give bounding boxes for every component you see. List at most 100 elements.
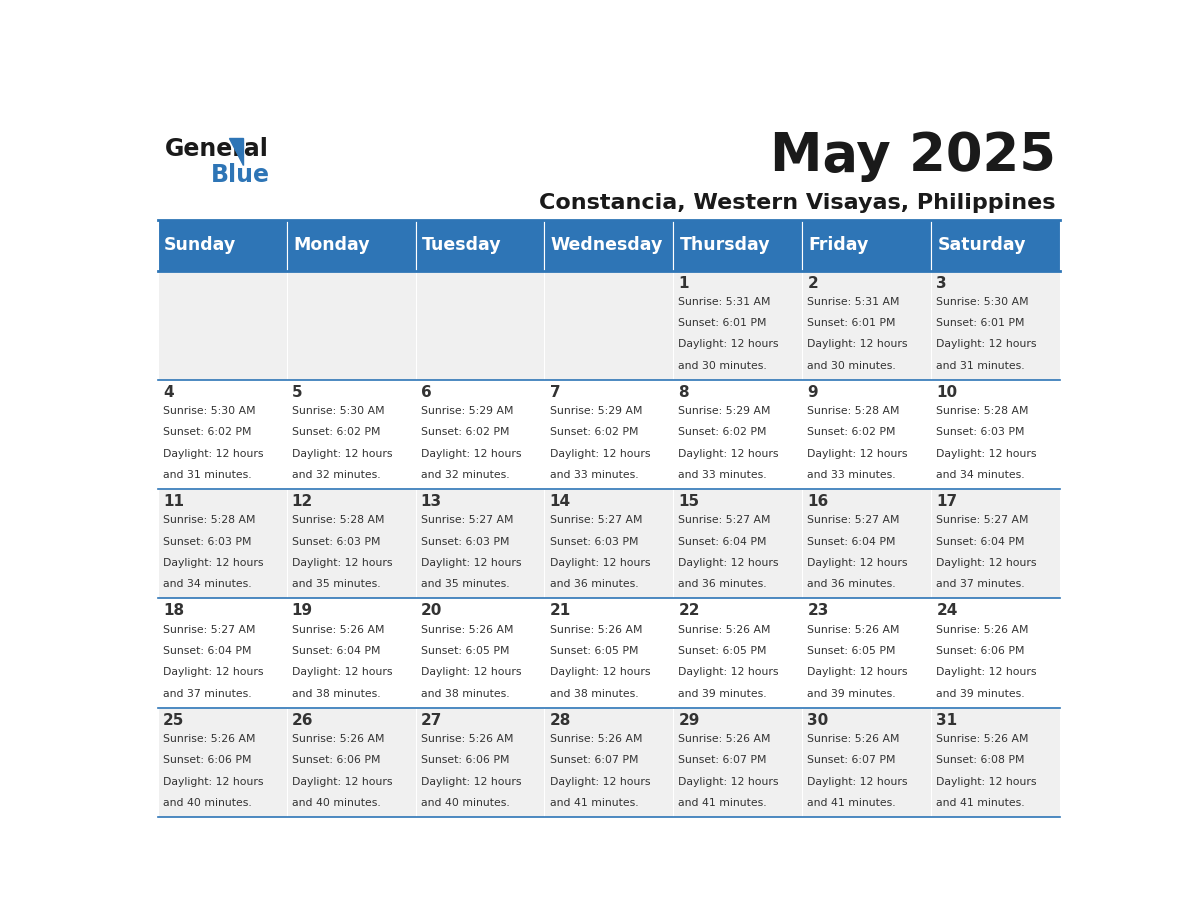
- Text: and 37 minutes.: and 37 minutes.: [163, 688, 252, 699]
- Text: May 2025: May 2025: [770, 130, 1055, 182]
- Text: Sunset: 6:06 PM: Sunset: 6:06 PM: [936, 646, 1025, 656]
- Text: Sunrise: 5:26 AM: Sunrise: 5:26 AM: [808, 733, 899, 744]
- Bar: [674, 271, 802, 380]
- Text: Daylight: 12 hours: Daylight: 12 hours: [936, 777, 1037, 787]
- Text: and 41 minutes.: and 41 minutes.: [550, 798, 638, 808]
- Text: Constancia, Western Visayas, Philippines: Constancia, Western Visayas, Philippines: [539, 194, 1055, 214]
- Bar: [158, 489, 286, 599]
- Text: Sunrise: 5:27 AM: Sunrise: 5:27 AM: [163, 624, 255, 634]
- Text: and 32 minutes.: and 32 minutes.: [292, 470, 380, 480]
- Text: Sunset: 6:08 PM: Sunset: 6:08 PM: [936, 756, 1025, 766]
- Text: Sunrise: 5:26 AM: Sunrise: 5:26 AM: [421, 624, 513, 634]
- Text: Monday: Monday: [293, 236, 369, 254]
- Bar: [544, 271, 674, 380]
- Bar: [416, 380, 544, 489]
- Text: Daylight: 12 hours: Daylight: 12 hours: [550, 449, 650, 459]
- Text: Sunrise: 5:26 AM: Sunrise: 5:26 AM: [163, 733, 255, 744]
- Text: and 40 minutes.: and 40 minutes.: [421, 798, 510, 808]
- Polygon shape: [228, 139, 244, 165]
- Text: Sunset: 6:02 PM: Sunset: 6:02 PM: [678, 428, 767, 437]
- Text: Sunset: 6:07 PM: Sunset: 6:07 PM: [550, 756, 638, 766]
- Bar: [931, 489, 1060, 599]
- Text: Sunset: 6:04 PM: Sunset: 6:04 PM: [936, 537, 1025, 546]
- Bar: [931, 219, 1060, 271]
- Text: 2: 2: [808, 275, 819, 291]
- Text: Sunrise: 5:26 AM: Sunrise: 5:26 AM: [808, 624, 899, 634]
- Text: Sunset: 6:03 PM: Sunset: 6:03 PM: [936, 428, 1025, 437]
- Text: 8: 8: [678, 385, 689, 400]
- Text: Sunset: 6:06 PM: Sunset: 6:06 PM: [292, 756, 380, 766]
- Text: Sunrise: 5:27 AM: Sunrise: 5:27 AM: [808, 515, 899, 525]
- Bar: [674, 599, 802, 708]
- Bar: [286, 380, 416, 489]
- Text: 13: 13: [421, 494, 442, 509]
- Text: and 35 minutes.: and 35 minutes.: [292, 579, 380, 589]
- Text: 10: 10: [936, 385, 958, 400]
- Text: Sunrise: 5:29 AM: Sunrise: 5:29 AM: [678, 406, 771, 416]
- Text: 23: 23: [808, 603, 829, 619]
- Bar: [674, 708, 802, 817]
- Text: Daylight: 12 hours: Daylight: 12 hours: [678, 340, 779, 350]
- Text: 18: 18: [163, 603, 184, 619]
- Bar: [416, 219, 544, 271]
- Text: Sunset: 6:05 PM: Sunset: 6:05 PM: [421, 646, 510, 656]
- Text: and 41 minutes.: and 41 minutes.: [936, 798, 1025, 808]
- Text: Sunset: 6:03 PM: Sunset: 6:03 PM: [421, 537, 510, 546]
- Bar: [802, 271, 931, 380]
- Text: Sunset: 6:01 PM: Sunset: 6:01 PM: [936, 318, 1025, 328]
- Text: and 30 minutes.: and 30 minutes.: [808, 361, 896, 371]
- Text: 7: 7: [550, 385, 561, 400]
- Text: and 33 minutes.: and 33 minutes.: [808, 470, 896, 480]
- Text: Daylight: 12 hours: Daylight: 12 hours: [936, 667, 1037, 677]
- Bar: [158, 599, 286, 708]
- Text: Sunrise: 5:27 AM: Sunrise: 5:27 AM: [550, 515, 642, 525]
- Text: Sunrise: 5:30 AM: Sunrise: 5:30 AM: [936, 297, 1029, 307]
- Text: Sunrise: 5:30 AM: Sunrise: 5:30 AM: [163, 406, 255, 416]
- Text: Sunrise: 5:29 AM: Sunrise: 5:29 AM: [421, 406, 513, 416]
- Text: Sunset: 6:07 PM: Sunset: 6:07 PM: [808, 756, 896, 766]
- Text: Sunrise: 5:26 AM: Sunrise: 5:26 AM: [421, 733, 513, 744]
- Text: Sunset: 6:02 PM: Sunset: 6:02 PM: [808, 428, 896, 437]
- Text: and 38 minutes.: and 38 minutes.: [421, 688, 510, 699]
- Bar: [931, 599, 1060, 708]
- Text: and 38 minutes.: and 38 minutes.: [292, 688, 380, 699]
- Text: Daylight: 12 hours: Daylight: 12 hours: [678, 449, 779, 459]
- Bar: [158, 380, 286, 489]
- Text: 17: 17: [936, 494, 958, 509]
- Bar: [158, 271, 286, 380]
- Text: 25: 25: [163, 712, 184, 728]
- Text: Sunrise: 5:26 AM: Sunrise: 5:26 AM: [678, 733, 771, 744]
- Bar: [931, 380, 1060, 489]
- Text: and 38 minutes.: and 38 minutes.: [550, 688, 638, 699]
- Text: Sunset: 6:02 PM: Sunset: 6:02 PM: [550, 428, 638, 437]
- Text: Sunrise: 5:28 AM: Sunrise: 5:28 AM: [936, 406, 1029, 416]
- Text: Blue: Blue: [211, 163, 270, 187]
- Text: Sunrise: 5:26 AM: Sunrise: 5:26 AM: [550, 624, 642, 634]
- Bar: [158, 219, 286, 271]
- Text: 27: 27: [421, 712, 442, 728]
- Bar: [674, 489, 802, 599]
- Text: 11: 11: [163, 494, 184, 509]
- Text: Daylight: 12 hours: Daylight: 12 hours: [936, 449, 1037, 459]
- Text: Daylight: 12 hours: Daylight: 12 hours: [421, 449, 522, 459]
- Bar: [544, 599, 674, 708]
- Text: Daylight: 12 hours: Daylight: 12 hours: [808, 777, 908, 787]
- Text: Daylight: 12 hours: Daylight: 12 hours: [678, 667, 779, 677]
- Text: General: General: [165, 137, 268, 161]
- Text: Daylight: 12 hours: Daylight: 12 hours: [808, 667, 908, 677]
- Text: Daylight: 12 hours: Daylight: 12 hours: [421, 558, 522, 568]
- Bar: [416, 708, 544, 817]
- Text: 5: 5: [292, 385, 303, 400]
- Text: 31: 31: [936, 712, 958, 728]
- Text: Sunrise: 5:26 AM: Sunrise: 5:26 AM: [292, 733, 384, 744]
- Bar: [674, 219, 802, 271]
- Text: 3: 3: [936, 275, 947, 291]
- Text: Sunset: 6:06 PM: Sunset: 6:06 PM: [163, 756, 252, 766]
- Text: 24: 24: [936, 603, 958, 619]
- Text: Sunset: 6:07 PM: Sunset: 6:07 PM: [678, 756, 767, 766]
- Text: Sunset: 6:04 PM: Sunset: 6:04 PM: [292, 646, 380, 656]
- Bar: [286, 219, 416, 271]
- Bar: [286, 271, 416, 380]
- Text: Daylight: 12 hours: Daylight: 12 hours: [421, 667, 522, 677]
- Bar: [544, 708, 674, 817]
